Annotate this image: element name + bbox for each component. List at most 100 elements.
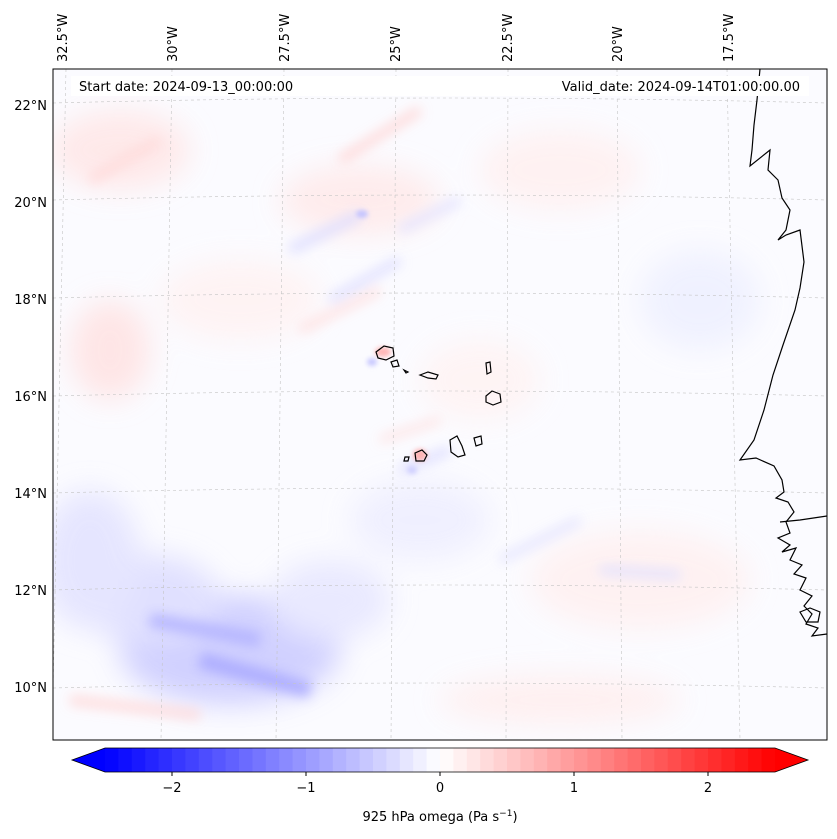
colorbar-cell [359, 748, 374, 772]
valid-date-label: Valid_date: 2024-09-14T01:00:00.00 [562, 80, 800, 95]
colorbar-cell [212, 748, 227, 772]
colorbar-tick-label: 1 [570, 781, 578, 796]
brava [403, 456, 410, 462]
guinea-islands [799, 607, 821, 623]
coastlines [375, 69, 827, 637]
lat-label-10n: 10°N [14, 681, 47, 696]
colorbar-cell [145, 748, 160, 772]
longitude-labels: 32.5°W 30°W 27.5°W 25°W 22.5°W 20°W 17.5… [56, 14, 737, 62]
colorbar-cell [587, 748, 602, 772]
colorbar-outline [70, 747, 810, 773]
colorbar-cell [734, 748, 749, 772]
colorbar-cell [158, 748, 173, 772]
colorbar-cell [641, 748, 655, 772]
santa-luzia [402, 368, 410, 374]
colorbar-cell [721, 748, 736, 772]
colorbar-cell [118, 748, 133, 772]
colorbar-cell [493, 748, 508, 772]
omega-field [53, 106, 760, 725]
lon-label-32-5w: 32.5°W [56, 14, 71, 62]
colorbar-cell [265, 748, 280, 772]
latitude-labels: 22°N 20°N 18°N 16°N 14°N 12°N 10°N [14, 99, 47, 696]
colorbar-cell [748, 748, 763, 772]
colorbar-cell [761, 748, 776, 772]
fogo [414, 449, 428, 462]
colorbar-cell [614, 748, 629, 772]
colorbar-cell [399, 748, 414, 772]
colorbar: −2 −1 0 1 2 925 hPa omega (Pa s−1) [70, 747, 810, 825]
colorbar-cell [252, 748, 267, 772]
colorbar-cell [466, 748, 481, 772]
colorbar-cell [346, 748, 361, 772]
africa-coastline [738, 69, 827, 637]
colorbar-cell [413, 748, 428, 772]
colorbar-extend-high [775, 748, 808, 772]
lon-label-30w: 30°W [166, 26, 181, 62]
colorbar-cell [453, 748, 468, 772]
colorbar-cell [225, 748, 240, 772]
boa-vista [485, 390, 502, 406]
colorbar-cell [507, 748, 521, 772]
header-box [71, 76, 809, 96]
colorbar-cell [105, 748, 119, 772]
lat-label-18n: 18°N [14, 293, 47, 308]
colorbar-cell [440, 748, 454, 772]
santiago [449, 435, 466, 458]
sal [485, 361, 492, 375]
colorbar-cell [306, 748, 320, 772]
map-panel: Start date: 2024-09-13_00:00:00 Valid_da… [53, 69, 827, 740]
colorbar-cell [319, 748, 334, 772]
colorbar-cells [72, 748, 808, 772]
gambia-river [779, 515, 827, 523]
colorbar-cell [694, 748, 709, 772]
colorbar-cell [172, 748, 186, 772]
lat-label-22n: 22°N [14, 99, 47, 114]
lon-label-17-5w: 17.5°W [722, 14, 737, 62]
lat-label-14n: 14°N [14, 487, 47, 502]
colorbar-cell [574, 748, 588, 772]
lon-label-25w: 25°W [389, 26, 404, 62]
lon-label-22-5w: 22.5°W [501, 14, 516, 62]
colorbar-cell [560, 748, 575, 772]
colorbar-cell [292, 748, 307, 772]
sao-vicente [390, 359, 400, 368]
colorbar-cell [185, 748, 200, 772]
colorbar-cell [480, 748, 495, 772]
colorbar-cell [627, 748, 642, 772]
colorbar-cell [547, 748, 562, 772]
colorbar-cell [600, 748, 615, 772]
colorbar-cell [239, 748, 253, 772]
colorbar-tick-label: −2 [162, 781, 181, 796]
colorbar-cell [533, 748, 548, 772]
lat-label-16n: 16°N [14, 390, 47, 405]
lon-label-27-5w: 27.5°W [278, 14, 293, 62]
colorbar-cell [332, 748, 347, 772]
lon-label-20w: 20°W [611, 26, 626, 62]
lat-label-12n: 12°N [14, 584, 47, 599]
colorbar-cell [131, 748, 146, 772]
lat-label-20n: 20°N [14, 196, 47, 211]
colorbar-cell [386, 748, 401, 772]
maio [473, 435, 483, 447]
map-border [52, 68, 828, 741]
colorbar-cell [373, 748, 387, 772]
colorbar-cell [708, 748, 722, 772]
colorbar-cell [426, 748, 441, 772]
colorbar-label: 925 hPa omega (Pa s−1) [362, 809, 517, 825]
colorbar-cell [279, 748, 294, 772]
colorbar-tick-label: 2 [704, 781, 712, 796]
gridlines [53, 69, 827, 740]
colorbar-ticks: −2 −1 0 1 2 [162, 772, 712, 796]
santo-antao [375, 345, 395, 361]
colorbar-cell [654, 748, 669, 772]
colorbar-cell [520, 748, 535, 772]
colorbar-cell [667, 748, 682, 772]
start-date-label: Start date: 2024-09-13_00:00:00 [79, 80, 293, 95]
colorbar-extend-low [72, 748, 105, 772]
colorbar-tick-label: −1 [296, 781, 315, 796]
colorbar-cell [198, 748, 213, 772]
colorbar-cell [681, 748, 696, 772]
sao-nicolau [418, 371, 439, 380]
colorbar-tick-label: 0 [436, 781, 444, 796]
